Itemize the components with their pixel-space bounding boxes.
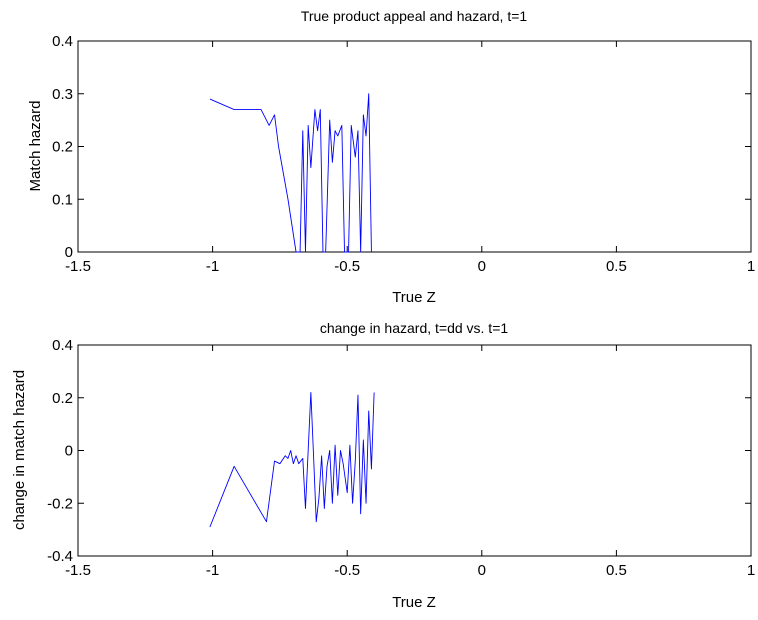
- top-x-tick-label: -1.5: [65, 258, 91, 275]
- bottom-x-tick-label: 0: [478, 562, 486, 579]
- bottom-y-axis-label: change in match hazard: [11, 370, 28, 530]
- bottom-axis-ticks: -1.5 -1 -0.5 0 0.5 1 -0.4 -0.2 0 0.2 0.4: [47, 337, 755, 579]
- bottom-y-tick-label: 0.4: [52, 337, 73, 354]
- bottom-chart-title: change in hazard, t=dd vs. t=1: [320, 320, 509, 336]
- top-y-tick-label: 0.4: [52, 33, 73, 50]
- top-x-tick-label: 0.5: [606, 258, 627, 275]
- top-chart-title: True product appeal and hazard, t=1: [301, 8, 528, 24]
- top-subplot: True product appeal and hazard, t=1 True…: [27, 8, 755, 306]
- top-y-tick-label: 0.1: [52, 191, 73, 208]
- top-x-tick-label: -0.5: [334, 258, 360, 275]
- top-y-axis-label: Match hazard: [27, 101, 44, 192]
- top-y-tick-label: 0.2: [52, 139, 73, 156]
- top-axis-ticks: -1.5 -1 -0.5 0 0.5 1 0 0.1 0.2 0.3 0.4: [52, 33, 755, 275]
- top-x-axis-label: True Z: [392, 289, 436, 306]
- bottom-plot-area: [209, 392, 375, 528]
- top-x-tick-label: -1: [206, 258, 219, 275]
- top-y-tick-label: 0.3: [52, 86, 73, 103]
- bottom-series-line: [209, 392, 375, 528]
- bottom-x-tick-label: -1.5: [65, 562, 91, 579]
- top-y-tick-label: 0: [65, 244, 73, 261]
- bottom-y-tick-label: 0.2: [52, 390, 73, 407]
- top-series-line: [209, 93, 372, 253]
- bottom-y-tick-label: -0.4: [47, 548, 73, 565]
- top-x-tick-label: 0: [478, 258, 486, 275]
- bottom-x-tick-label: -0.5: [334, 562, 360, 579]
- top-axes-frame: [77, 40, 752, 253]
- bottom-y-tick-label: 0: [65, 443, 73, 460]
- bottom-x-tick-label: 1: [747, 562, 755, 579]
- bottom-subplot: change in hazard, t=dd vs. t=1 True Z ch…: [11, 320, 755, 611]
- bottom-x-axis-label: True Z: [392, 594, 436, 611]
- top-plot-area: [209, 93, 372, 253]
- bottom-x-tick-label: -1: [206, 562, 219, 579]
- top-x-tick-label: 1: [747, 258, 755, 275]
- bottom-x-tick-label: 0.5: [606, 562, 627, 579]
- bottom-axes-frame: [77, 344, 752, 557]
- bottom-y-tick-label: -0.2: [47, 495, 73, 512]
